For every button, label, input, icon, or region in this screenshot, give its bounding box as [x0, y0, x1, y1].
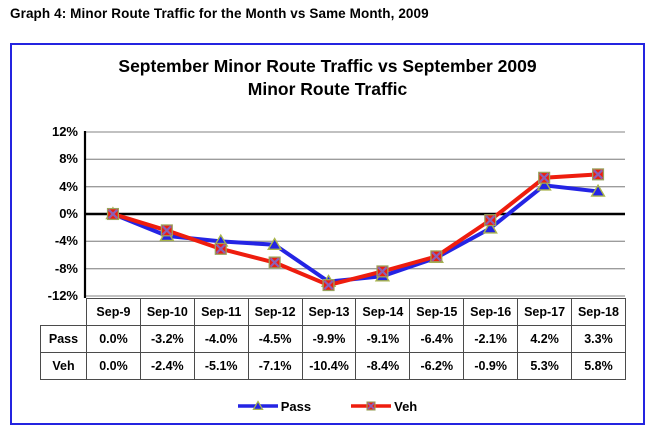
- table-header-cell: Sep-13: [301, 298, 357, 326]
- y-tick-label: -4%: [54, 233, 78, 249]
- chart-title: September Minor Route Traffic vs Septemb…: [10, 55, 645, 101]
- table-header-cell: Sep-11: [193, 298, 249, 326]
- table-row-label: Pass: [40, 325, 87, 353]
- legend-key-veh-icon: [351, 401, 392, 411]
- table-value-cell: 0.0%: [86, 352, 141, 380]
- square-marker-x-icon: [215, 243, 226, 254]
- table-value-cell: -4.5%: [247, 325, 303, 353]
- table-value-cell: -7.1%: [247, 352, 303, 380]
- square-marker-x-icon: [107, 209, 118, 219]
- legend-item-veh: Veh: [351, 399, 417, 414]
- square-marker-x-icon: [539, 172, 550, 183]
- table-row: Veh 0.0% -2.4% -5.1% -7.1% -10.4% -8.4% -6.2% -0…: [40, 352, 626, 380]
- square-marker-x-icon: [323, 280, 334, 291]
- chart-title-line1: September Minor Route Traffic vs Septemb…: [118, 56, 537, 76]
- table-value-cell: 3.3%: [571, 325, 626, 353]
- table-value-cell: 5.8%: [571, 352, 626, 380]
- table-value-cell: -8.4%: [355, 352, 411, 380]
- legend-item-pass: Pass: [237, 398, 312, 414]
- y-tick-label: 4%: [59, 178, 78, 194]
- table-value-cell: -2.1%: [463, 325, 519, 353]
- series-line-pass: [110, 183, 601, 284]
- triangle-marker: [267, 237, 283, 251]
- table-header-cell: Sep-17: [517, 298, 573, 326]
- table-value-cell: 4.2%: [517, 325, 573, 353]
- legend-key-pass-icon: [237, 400, 278, 410]
- table-value-cell: -9.1%: [355, 325, 411, 353]
- square-marker-x-icon: [161, 225, 172, 236]
- table-header-cell: Sep-15: [409, 298, 465, 326]
- chart-data-table: Sep-9 Sep-10 Sep-11 Sep-12 Sep-13 Sep-14 Sep-1…: [40, 298, 626, 380]
- triangle-marker: [482, 220, 498, 234]
- table-header-cell: Sep-12: [247, 298, 303, 326]
- table-value-cell: -6.4%: [409, 325, 465, 353]
- table-row-label: Veh: [40, 352, 87, 380]
- triangle-marker: [590, 183, 606, 197]
- y-tick-label: 12%: [51, 124, 78, 139]
- legend-label: Pass: [280, 398, 312, 414]
- y-tick-label: 0%: [59, 206, 78, 221]
- y-tick-label: -8%: [54, 260, 78, 276]
- table-value-cell: -4.0%: [193, 325, 249, 353]
- table-value-cell: 0.0%: [86, 325, 141, 353]
- table-value-cell: -0.9%: [463, 352, 519, 380]
- table-header-cell: Sep-14: [355, 298, 411, 326]
- table-value-cell: -9.9%: [301, 325, 357, 353]
- table-value-cell: -5.1%: [193, 352, 249, 380]
- table-value-cell: -10.4%: [301, 352, 357, 380]
- y-tick-label: 8%: [59, 151, 78, 167]
- table-header-cell: Sep-16: [463, 298, 519, 326]
- table-value-cell: -6.2%: [409, 352, 465, 380]
- chart-title-line2: Minor Route Traffic: [247, 79, 408, 99]
- page-heading: Graph 4: Minor Route Traffic for the Mon…: [10, 6, 429, 21]
- table-header-cell: Sep-18: [571, 298, 626, 326]
- table-row: Pass 0.0% -3.2% -4.0% -4.5% -9.9% -9.1% -6.4% -2…: [40, 325, 626, 353]
- y-tick-label: -12%: [47, 288, 78, 303]
- table-value-cell: 5.3%: [517, 352, 573, 380]
- legend-label: Veh: [394, 398, 418, 414]
- table-header-cell: Sep-10: [139, 298, 195, 326]
- table-header-cell: Sep-9: [86, 298, 141, 326]
- square-marker-x-icon: [431, 251, 442, 262]
- table-corner-cell: [41, 299, 87, 326]
- square-marker-x-icon: [593, 169, 604, 180]
- triangle-marker: [536, 177, 552, 191]
- chart-legend: Pass Veh: [10, 397, 645, 415]
- series-line-veh: [110, 172, 601, 288]
- table-value-cell: -3.2%: [139, 325, 195, 353]
- square-marker-x-icon: [269, 257, 280, 268]
- square-marker-x-icon: [485, 215, 496, 226]
- table-value-cell: -2.4%: [139, 352, 195, 380]
- square-marker-x-icon: [377, 266, 388, 277]
